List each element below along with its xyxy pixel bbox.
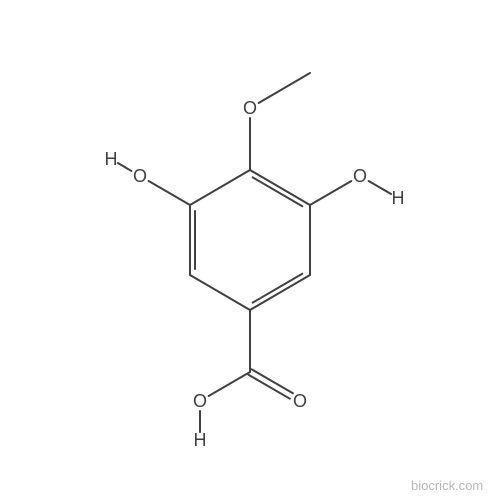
atom-label-o_c1: O (243, 99, 257, 117)
molecule-canvas: OOHOHOOH biocrick.com (0, 0, 500, 500)
atom-label-o_c6: O (133, 167, 147, 185)
atom-label-h_c2: H (392, 189, 405, 207)
bond-layer (0, 0, 500, 500)
atom-label-h_oh: H (194, 431, 207, 449)
atom-label-h_c6: H (105, 150, 118, 168)
atom-label-o_dbl: O (293, 392, 307, 410)
atom-label-o_oh: O (193, 392, 207, 410)
watermark-text: biocrick.com (411, 478, 483, 493)
atom-label-o_c2: O (353, 167, 367, 185)
